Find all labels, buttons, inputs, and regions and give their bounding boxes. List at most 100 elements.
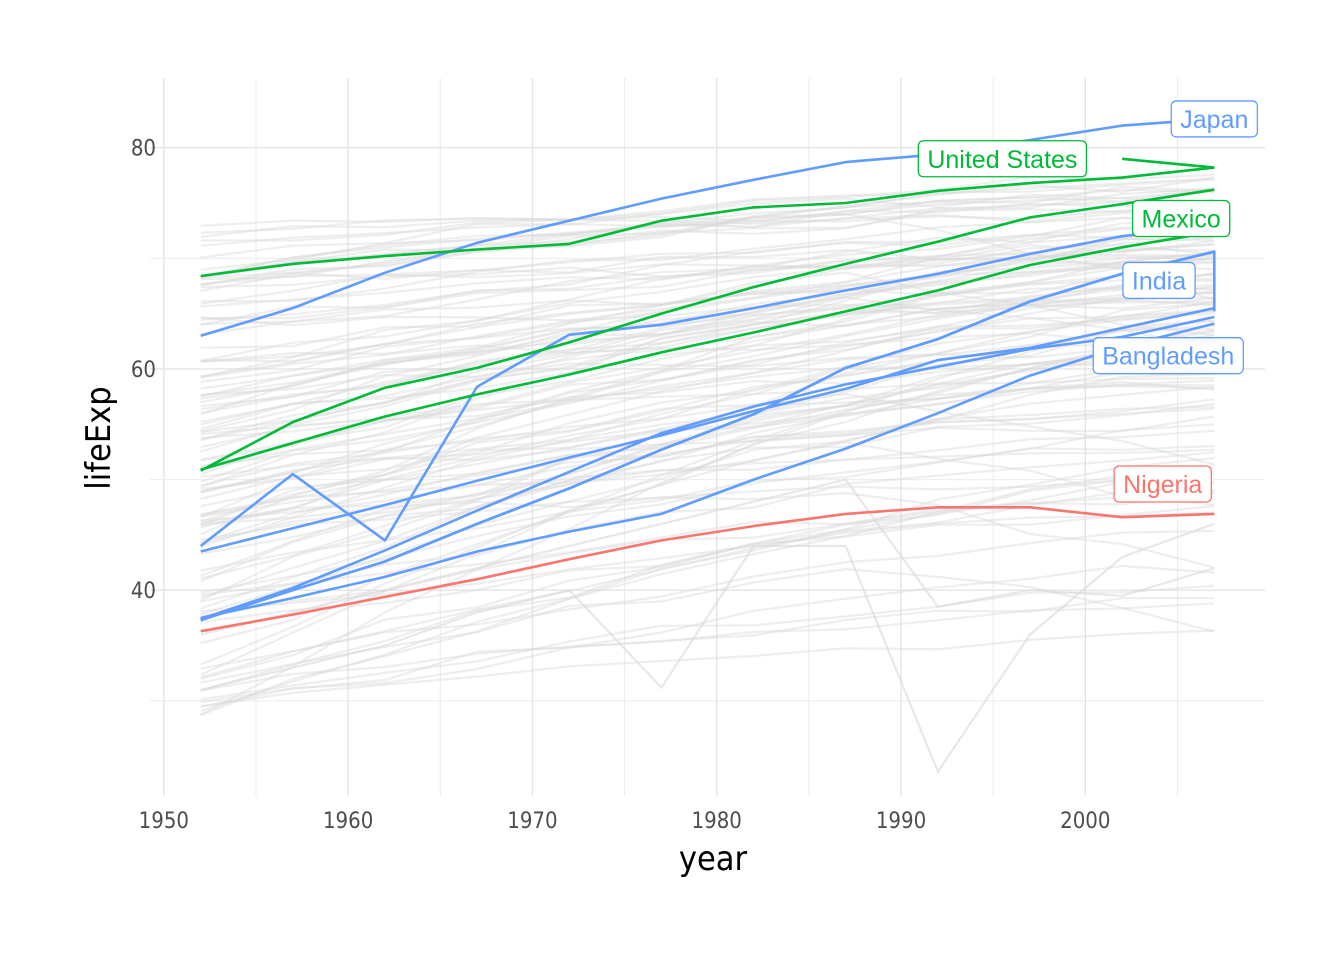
background-series-line — [200, 301, 1215, 363]
background-series-line — [200, 347, 1215, 449]
background-series-line — [200, 405, 1215, 518]
y-tick-label: 80 — [131, 137, 156, 162]
series-line — [199, 224, 1215, 548]
background-series-line — [200, 407, 1215, 508]
background-series-line — [200, 188, 1215, 279]
background-series-line — [200, 209, 1215, 239]
background-series-line — [200, 298, 1215, 327]
country-label: Nigeria — [1113, 465, 1212, 503]
country-label: India — [1122, 261, 1196, 300]
background-series-line — [200, 511, 1215, 613]
series-line — [200, 250, 1216, 622]
series-line — [200, 230, 1215, 471]
background-series-line — [200, 478, 1215, 636]
label-box — [1170, 100, 1259, 138]
background-series-line — [200, 522, 1215, 775]
background-series-line — [200, 415, 1215, 478]
background-series-line — [200, 309, 1215, 426]
highlighted-lines — [199, 117, 1216, 633]
background-series-line — [200, 227, 1215, 305]
background-series-line — [200, 243, 1215, 308]
background-series-line — [200, 193, 1215, 227]
background-series-line — [200, 284, 1215, 390]
background-series-line — [200, 448, 1215, 516]
background-series-line — [200, 377, 1215, 439]
background-series-line — [200, 451, 1215, 603]
label-box — [1131, 199, 1231, 238]
background-series-line — [200, 329, 1215, 363]
y-axis-title: lifeExp — [79, 386, 119, 489]
background-series-line — [200, 480, 1215, 692]
background-series-line — [200, 584, 1215, 701]
background-series-line — [200, 302, 1215, 548]
label-text: United States — [927, 146, 1077, 174]
background-series-line — [200, 247, 1215, 383]
background-series-line — [200, 369, 1215, 544]
label-text: Bangladesh — [1102, 343, 1234, 371]
background-series-line — [200, 261, 1215, 363]
background-series-line — [200, 216, 1215, 303]
x-tick-label: 1980 — [692, 809, 742, 834]
background-series-line — [200, 203, 1215, 247]
background-series-line — [200, 312, 1215, 529]
background-series-line — [200, 340, 1215, 666]
background-series-line — [200, 272, 1215, 476]
label-box — [1113, 465, 1212, 503]
country-label: Mexico — [1131, 199, 1231, 238]
series-line — [200, 188, 1215, 472]
background-series-line — [200, 198, 1215, 279]
background-series-line — [200, 260, 1215, 404]
background-series-line — [200, 177, 1215, 242]
background-series-line — [200, 255, 1215, 519]
background-series-line — [200, 216, 1215, 379]
background-series-line — [200, 334, 1215, 676]
background-series-line — [200, 253, 1215, 326]
background-series-line — [200, 234, 1215, 363]
background-series-line — [200, 341, 1215, 396]
label-text: Nigeria — [1123, 471, 1202, 499]
background-series-line — [200, 237, 1215, 488]
country-label: Japan — [1170, 100, 1259, 138]
background-series-line — [200, 429, 1215, 525]
background-series-line — [200, 176, 1215, 279]
background-series-line — [200, 489, 1215, 679]
x-tick-label: 1960 — [323, 809, 373, 834]
y-tick-label: 60 — [131, 358, 156, 383]
background-series-line — [200, 236, 1215, 453]
background-series-line — [200, 296, 1215, 441]
background-series-line — [200, 290, 1215, 398]
background-series-line — [200, 564, 1215, 708]
background-series-line — [200, 324, 1215, 471]
series-line — [200, 117, 1215, 338]
background-series-line — [200, 596, 1215, 704]
background-series-line — [200, 222, 1215, 336]
country-label: Bangladesh — [1092, 337, 1244, 375]
background-series-line — [200, 243, 1215, 320]
label-text: Mexico — [1142, 206, 1221, 234]
background-series-line — [200, 243, 1215, 379]
background-series-line — [200, 252, 1215, 431]
series-line — [200, 166, 1215, 278]
background-series-line — [200, 185, 1215, 292]
background-series-line — [200, 296, 1215, 493]
series-line — [200, 315, 1215, 621]
series-line — [1122, 157, 1215, 169]
background-series-line — [200, 251, 1215, 536]
background-series-line — [200, 211, 1215, 234]
background-series-line — [200, 292, 1215, 494]
series-line — [200, 322, 1215, 620]
background-series-line — [200, 275, 1215, 434]
series-line — [200, 505, 1215, 633]
background-series-line — [200, 383, 1215, 500]
y-axis-ticks: 40 60 80 — [131, 137, 156, 605]
background-series-line — [200, 285, 1215, 462]
background-series-line — [200, 257, 1215, 349]
background-series-line — [200, 187, 1215, 278]
label-text: Japan — [1180, 106, 1248, 134]
label-box — [1092, 337, 1244, 375]
x-tick-label: 2000 — [1060, 809, 1110, 834]
x-tick-label: 1970 — [507, 809, 557, 834]
background-series-line — [200, 444, 1215, 572]
x-tick-label: 1990 — [876, 809, 926, 834]
